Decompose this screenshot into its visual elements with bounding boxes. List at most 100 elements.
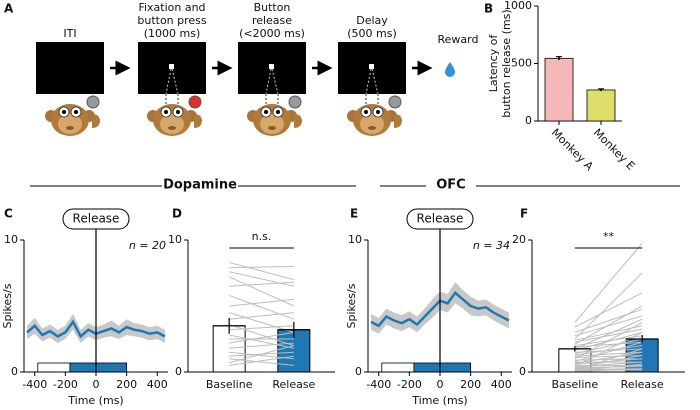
y-tick-label: 20	[512, 233, 526, 246]
subject-line	[229, 334, 294, 349]
subject-line	[574, 315, 643, 337]
y-tick-label: 10	[348, 233, 362, 246]
n-label: n = 34	[473, 239, 510, 252]
subject-line	[574, 322, 643, 360]
panel-label: B	[484, 2, 493, 16]
task-diagram: Reward	[36, 33, 479, 137]
panel-label: A	[4, 2, 14, 16]
y-tick-label: 10	[168, 233, 182, 246]
subject-line	[574, 338, 643, 355]
subject-line	[574, 292, 643, 328]
y-tick-label: 0	[355, 365, 362, 378]
subject-line	[229, 312, 294, 333]
reward-drop	[445, 62, 455, 77]
subject-line	[574, 272, 643, 340]
monkey	[346, 103, 403, 137]
significance-label: **	[603, 230, 615, 243]
stage-label: (1000 ms)	[144, 27, 201, 40]
subject-line	[229, 271, 294, 287]
button	[86, 95, 100, 109]
stage-label: release	[252, 14, 292, 27]
y-axis-label: button release (ms)	[500, 9, 513, 117]
subject-line	[574, 242, 643, 323]
subject-line	[574, 331, 643, 351]
fixation-point	[369, 64, 374, 69]
stage-label: ITI	[63, 27, 76, 40]
time-window	[381, 362, 415, 373]
section-title: OFC	[436, 178, 465, 193]
x-tick-label: -200	[397, 378, 422, 391]
time-window	[37, 362, 71, 373]
y-axis-label: Latency of	[487, 34, 500, 93]
section-title: Dopamine	[163, 178, 237, 193]
subject-line	[574, 328, 643, 343]
y-tick-label: 0	[175, 365, 182, 378]
subject-line	[574, 318, 643, 350]
event-box	[62, 208, 130, 230]
x-tick-label: Monkey E	[591, 126, 638, 173]
stage-label: (<2000 ms)	[239, 27, 305, 40]
event-box	[406, 208, 474, 230]
subject-line	[229, 261, 294, 281]
x-tick-label: 400	[147, 378, 168, 391]
monkey	[146, 103, 203, 137]
button	[188, 95, 202, 109]
x-tick-label: -200	[53, 378, 78, 391]
x-tick-label: 0	[93, 378, 100, 391]
subject-line	[229, 324, 294, 347]
x-tick-label: 200	[116, 378, 137, 391]
y-tick-label: 500	[511, 57, 532, 70]
button	[388, 95, 402, 109]
reward-label: Reward	[438, 33, 479, 46]
x-tick-label: Monkey A	[549, 126, 596, 173]
gaze-lines	[165, 68, 379, 95]
subject-line	[574, 341, 643, 348]
subject-line	[574, 368, 643, 372]
stage-label: (500 ms)	[347, 27, 397, 40]
y-tick-label: 10	[4, 233, 18, 246]
subject-line	[574, 331, 643, 367]
panel-label: E	[350, 207, 358, 221]
event-label: Release	[417, 212, 464, 226]
fixation-point	[269, 64, 274, 69]
subject-line	[229, 355, 294, 366]
subject-line	[229, 325, 294, 331]
x-tick-label: 0	[437, 378, 444, 391]
button	[288, 95, 302, 109]
subject-line	[574, 363, 643, 372]
time-window	[69, 362, 128, 373]
x-tick-label: Baseline	[552, 378, 599, 391]
x-tick-label: 400	[491, 378, 512, 391]
subject-line	[228, 294, 295, 320]
x-tick-label: -400	[22, 378, 47, 391]
y-tick-label: 0	[525, 114, 532, 127]
subject-line	[229, 342, 294, 349]
subject-line	[574, 355, 643, 369]
y-tick-label: 0	[11, 365, 18, 378]
monkey	[246, 103, 303, 137]
subject-line	[228, 276, 295, 307]
y-tick-label: 1000	[504, 0, 532, 12]
stage-label: button press	[137, 14, 207, 27]
subject-line	[574, 348, 643, 371]
fixation-point	[169, 64, 174, 69]
panel-label: C	[4, 207, 13, 221]
x-axis-label: Time (ms)	[411, 394, 467, 407]
n-label: n = 20	[129, 239, 166, 252]
subject-line	[229, 281, 294, 287]
bar	[586, 89, 616, 122]
section-headers: Dopamine OFC	[30, 178, 680, 193]
subject-line	[229, 265, 294, 269]
y-tick-label: 0	[519, 365, 526, 378]
subject-line	[574, 305, 643, 345]
x-tick-label: Release	[272, 378, 315, 391]
panel-label: D	[172, 207, 182, 221]
screen	[36, 42, 104, 94]
subject-line	[229, 298, 294, 307]
subject-line	[574, 341, 643, 362]
stage-label: Delay	[356, 14, 388, 27]
stage-label: Button	[254, 1, 291, 14]
event-label: Release	[73, 212, 120, 226]
x-tick-label: 200	[460, 378, 481, 391]
subject-line	[229, 312, 294, 320]
